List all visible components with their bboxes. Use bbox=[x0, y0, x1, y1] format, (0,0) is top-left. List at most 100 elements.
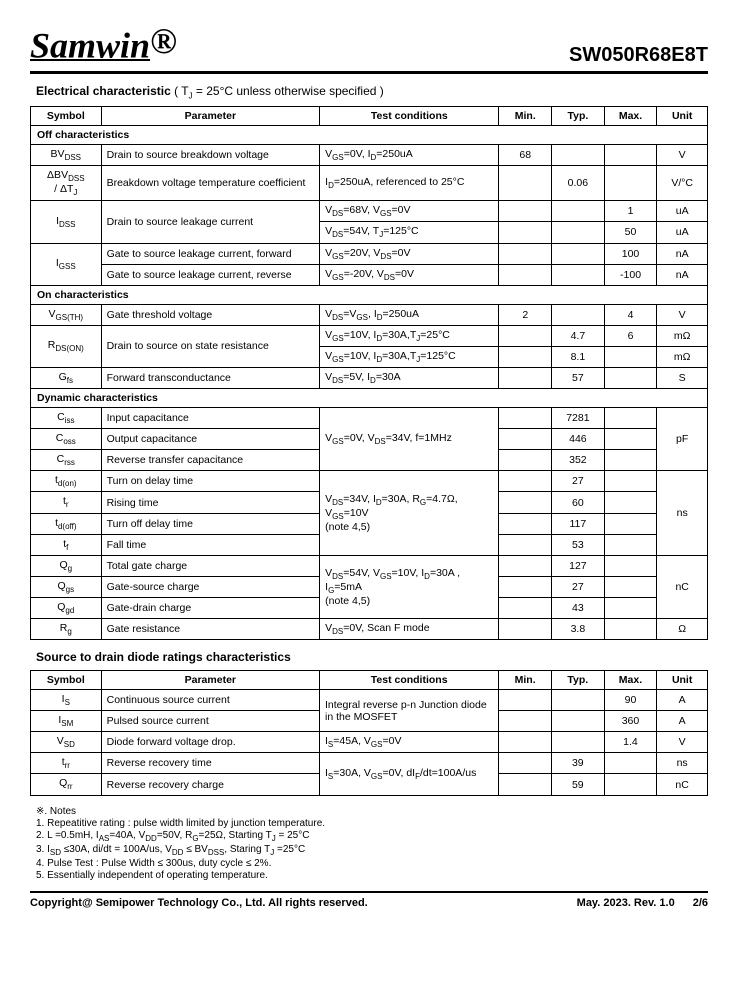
row-igss1: IGSS Gate to source leakage current, for… bbox=[31, 243, 708, 264]
cell bbox=[499, 597, 552, 618]
cell: V bbox=[657, 145, 708, 166]
cell: V bbox=[657, 304, 708, 325]
section-title-text: Electrical characteristic bbox=[36, 84, 171, 98]
th: Min. bbox=[499, 671, 552, 690]
cell bbox=[604, 534, 657, 555]
sym: Qrr bbox=[31, 774, 102, 795]
row-idss1: IDSS Drain to source leakage current VDS… bbox=[31, 201, 708, 222]
row-bvdss: BVDSS Drain to source breakdown voltage … bbox=[31, 145, 708, 166]
cell: 100 bbox=[604, 243, 657, 264]
cell bbox=[552, 222, 605, 243]
page-header: Samwin® SW050R68E8T bbox=[30, 20, 708, 74]
row-is: IS Continuous source current Integral re… bbox=[31, 690, 708, 711]
cell: VDS=68V, VGS=0V bbox=[320, 201, 499, 222]
cell: 57 bbox=[552, 367, 605, 388]
notes-title: ※. Notes bbox=[36, 806, 708, 817]
cell: Drain to source on state resistance bbox=[101, 325, 320, 367]
cell bbox=[604, 408, 657, 429]
cell bbox=[499, 166, 552, 201]
cell: Total gate charge bbox=[101, 555, 320, 576]
cell: Gate to source leakage current, forward bbox=[101, 243, 320, 264]
cell: VGS=-20V, VDS=0V bbox=[320, 264, 499, 285]
cell: 4 bbox=[604, 304, 657, 325]
cell bbox=[604, 619, 657, 640]
footer-right: May. 2023. Rev. 1.0 2/6 bbox=[577, 897, 708, 909]
cell: 8.1 bbox=[552, 346, 605, 367]
cell: 1 bbox=[604, 201, 657, 222]
cell bbox=[499, 367, 552, 388]
cell: 3.8 bbox=[552, 619, 605, 640]
cell bbox=[499, 325, 552, 346]
cell: Pulsed source current bbox=[101, 711, 319, 732]
row-qg: Qg Total gate charge VDS=54V, VGS=10V, I… bbox=[31, 555, 708, 576]
cell: A bbox=[657, 690, 708, 711]
th: Test conditions bbox=[320, 671, 499, 690]
sym: Coss bbox=[31, 429, 102, 450]
sym: Crss bbox=[31, 450, 102, 471]
cell bbox=[604, 597, 657, 618]
table-header-row: Symbol Parameter Test conditions Min. Ty… bbox=[31, 671, 708, 690]
cell bbox=[604, 367, 657, 388]
cell: Gate to source leakage current, reverse bbox=[101, 264, 320, 285]
cell: Integral reverse p-n Junction diode in t… bbox=[320, 690, 499, 732]
cell: Gate-source charge bbox=[101, 576, 320, 597]
cell: 2 bbox=[499, 304, 552, 325]
th-unit: Unit bbox=[657, 107, 708, 126]
group-dyn: Dynamic characteristics bbox=[31, 389, 708, 408]
cell: VGS=10V, ID=30A,TJ=25°C bbox=[320, 325, 499, 346]
cell: Forward transconductance bbox=[101, 367, 320, 388]
cell: 0.06 bbox=[552, 166, 605, 201]
cell: nC bbox=[657, 555, 708, 618]
cell: S bbox=[657, 367, 708, 388]
sym: IGSS bbox=[31, 243, 102, 285]
cell: VDS=54V, TJ=125°C bbox=[320, 222, 499, 243]
cell: 90 bbox=[604, 690, 657, 711]
sym: RDS(ON) bbox=[31, 325, 102, 367]
cell: Gate threshold voltage bbox=[101, 304, 320, 325]
cell bbox=[499, 534, 552, 555]
cell bbox=[499, 450, 552, 471]
cell bbox=[604, 429, 657, 450]
cell: VDS=34V, ID=30A, RG=4.7Ω, VGS=10V(note 4… bbox=[320, 471, 499, 555]
cell bbox=[604, 576, 657, 597]
cell bbox=[551, 732, 604, 753]
cell: 127 bbox=[552, 555, 605, 576]
cell: Drain to source breakdown voltage bbox=[101, 145, 320, 166]
note-4: 4. Pulse Test : Pulse Width ≤ 300us, dut… bbox=[36, 858, 708, 869]
cell: nA bbox=[657, 264, 708, 285]
cell: Turn on delay time bbox=[101, 471, 320, 492]
diode-table: Symbol Parameter Test conditions Min. Ty… bbox=[30, 670, 708, 795]
cell: uA bbox=[657, 201, 708, 222]
row-ciss: Ciss Input capacitance VGS=0V, VDS=34V, … bbox=[31, 408, 708, 429]
cell: A bbox=[657, 711, 708, 732]
cell: 117 bbox=[552, 513, 605, 534]
row-rg: Rg Gate resistance VDS=0V, Scan F mode 3… bbox=[31, 619, 708, 640]
cell: Turn off delay time bbox=[101, 513, 320, 534]
notes-section: ※. Notes 1. Repeatitive rating : pulse w… bbox=[36, 806, 708, 881]
cell: 27 bbox=[552, 576, 605, 597]
footer-date: May. 2023. Rev. 1.0 bbox=[577, 897, 675, 909]
cell bbox=[604, 492, 657, 513]
cell bbox=[552, 145, 605, 166]
cell bbox=[604, 753, 657, 774]
th-symbol: Symbol bbox=[31, 107, 102, 126]
th: Symbol bbox=[31, 671, 102, 690]
note-5: 5. Essentially independent of operating … bbox=[36, 870, 708, 881]
cell bbox=[499, 513, 552, 534]
sym: tf bbox=[31, 534, 102, 555]
group-off: Off characteristics bbox=[31, 126, 708, 145]
cell: Input capacitance bbox=[101, 408, 320, 429]
sym: Ciss bbox=[31, 408, 102, 429]
section-electrical-title: Electrical characteristic ( TJ = 25°C un… bbox=[36, 84, 708, 100]
sym: IS bbox=[31, 690, 102, 711]
cell: 6 bbox=[604, 325, 657, 346]
cell: uA bbox=[657, 222, 708, 243]
sym: ISM bbox=[31, 711, 102, 732]
cell bbox=[499, 429, 552, 450]
row-rdson1: RDS(ON) Drain to source on state resista… bbox=[31, 325, 708, 346]
cell bbox=[604, 166, 657, 201]
cell: ns bbox=[657, 471, 708, 555]
part-number: SW050R68E8T bbox=[569, 44, 708, 67]
section-condition: ( TJ = 25°C unless otherwise specified ) bbox=[174, 84, 384, 98]
brand-text: Samwin bbox=[30, 26, 150, 66]
